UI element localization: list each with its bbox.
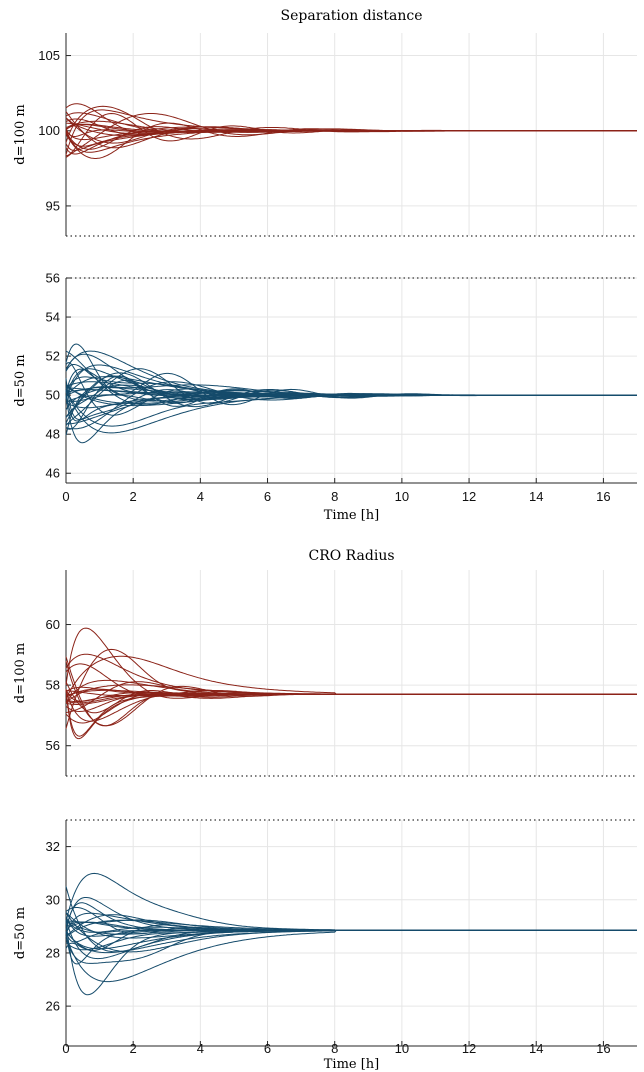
x-axis-label: Time [h]	[324, 1057, 380, 1072]
x-axis-label: Time [h]	[324, 508, 380, 523]
x-tick-label: 2	[130, 1041, 137, 1056]
series-line	[65, 929, 637, 983]
series-line	[65, 653, 637, 695]
x-tick-label: 10	[395, 1041, 409, 1056]
y-tick-label: 95	[46, 198, 60, 213]
series-line	[65, 648, 637, 729]
y-tick-label: 58	[46, 678, 60, 693]
series-line	[65, 693, 637, 724]
x-tick-label: 10	[395, 489, 409, 504]
x-tick-label: 2	[130, 489, 137, 504]
chart-title: Separation distance	[281, 8, 423, 24]
y-tick-label: 28	[46, 945, 60, 960]
y-tick-label: 54	[46, 310, 60, 325]
y-axis-label: d=50 m	[13, 354, 28, 406]
y-tick-label: 100	[38, 123, 60, 138]
y-tick-label: 26	[46, 999, 60, 1014]
x-tick-label: 8	[331, 1041, 338, 1056]
x-tick-label: 4	[197, 489, 204, 504]
series-line	[65, 929, 637, 965]
series-line	[65, 394, 637, 444]
y-tick-label: 32	[46, 839, 60, 854]
series-line	[65, 902, 637, 931]
panel-d100	[65, 570, 637, 776]
x-tick-label: 6	[264, 1041, 271, 1056]
y-tick-label: 56	[46, 738, 60, 753]
y-tick-label: 50	[46, 388, 60, 403]
x-tick-label: 4	[197, 1041, 204, 1056]
series-line	[65, 627, 637, 699]
y-tick-label: 30	[46, 892, 60, 907]
panel-d50	[65, 277, 637, 483]
y-tick-label: 60	[46, 617, 60, 632]
series-line	[65, 689, 637, 702]
x-tick-label: 8	[331, 489, 338, 504]
y-tick-label: 48	[46, 427, 60, 442]
x-tick-label: 12	[462, 489, 476, 504]
series-line	[65, 656, 637, 727]
series-line	[65, 105, 637, 143]
chart-title: CRO Radius	[308, 548, 394, 564]
y-axis-label: d=100 m	[13, 643, 28, 704]
series-line	[65, 929, 637, 964]
x-tick-label: 12	[462, 1041, 476, 1056]
x-tick-label: 6	[264, 489, 271, 504]
y-axis-label: d=50 m	[13, 907, 28, 959]
panel-d50	[65, 820, 637, 1046]
series-line	[65, 886, 637, 953]
series-line	[65, 387, 637, 397]
y-tick-label: 46	[46, 466, 60, 481]
x-tick-label: 14	[529, 1041, 543, 1056]
x-tick-label: 16	[596, 1041, 610, 1056]
x-tick-label: 16	[596, 489, 610, 504]
x-tick-label: 14	[529, 489, 543, 504]
x-tick-label: 0	[62, 489, 69, 504]
y-tick-label: 52	[46, 349, 60, 364]
series-line	[65, 111, 637, 149]
y-axis-label: d=100 m	[13, 104, 28, 165]
x-tick-label: 0	[62, 1041, 69, 1056]
y-tick-label: 56	[46, 271, 60, 286]
y-tick-label: 105	[38, 48, 60, 63]
panel-d100	[65, 33, 637, 236]
